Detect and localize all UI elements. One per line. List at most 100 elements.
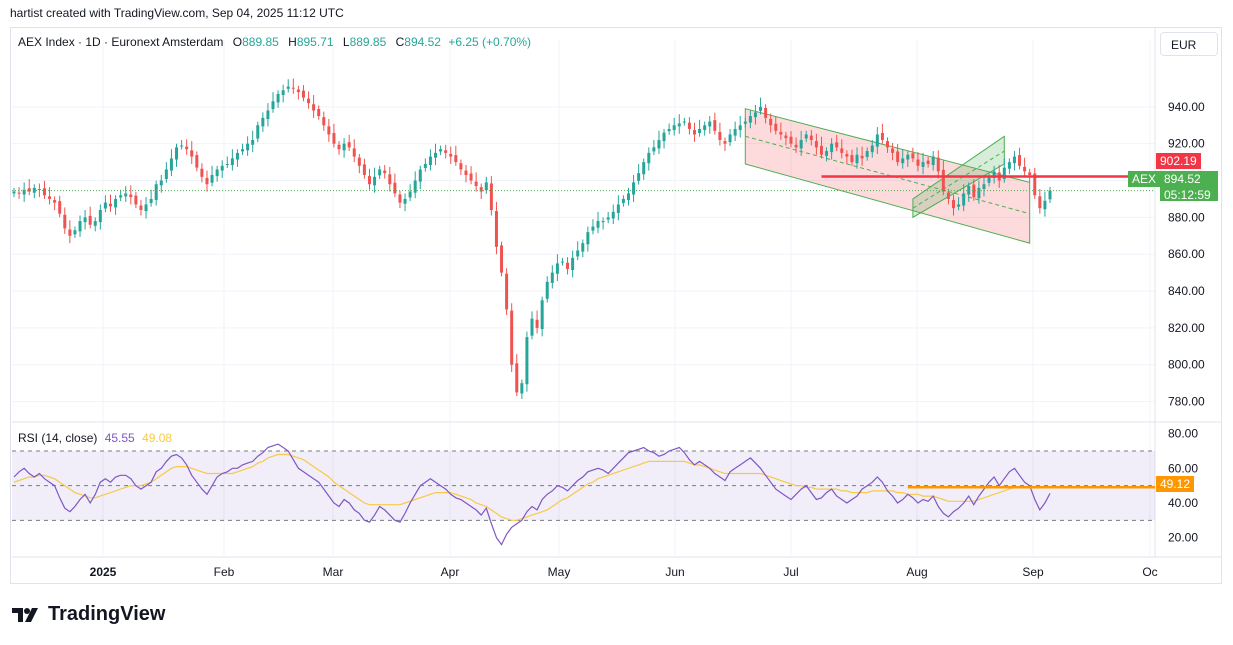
candle-body (68, 229, 72, 236)
countdown-value: 05:12:59 (1164, 188, 1211, 202)
candle-body (139, 205, 143, 210)
candle-body (367, 176, 371, 185)
candle-body (210, 175, 214, 183)
candle-body (398, 194, 402, 203)
candle-body (48, 196, 52, 199)
candle-body (301, 90, 305, 98)
candle-body (423, 163, 427, 168)
candle-body (550, 272, 554, 283)
candle-body (352, 148, 356, 157)
candle-body (103, 202, 107, 209)
candle-body (322, 117, 326, 126)
price-tick-label: 820.00 (1168, 321, 1205, 335)
candle-body (926, 160, 930, 164)
candle-body (611, 211, 615, 219)
candle-body (230, 158, 234, 166)
candle-body (347, 142, 351, 148)
candle-body (93, 221, 97, 226)
price-tick-label: 940.00 (1168, 100, 1205, 114)
candle-body (291, 87, 295, 89)
candle-body (723, 141, 727, 144)
candle-body (296, 89, 300, 93)
candle-body (1012, 156, 1016, 164)
candle-body (1018, 155, 1022, 166)
candle-body (677, 123, 681, 127)
candle-body (596, 221, 600, 228)
candle-body (515, 363, 519, 393)
candle-body (124, 193, 128, 197)
candle-body (936, 157, 940, 172)
candle-body (911, 153, 915, 159)
candle-body (530, 318, 534, 336)
price-tick-label: 880.00 (1168, 210, 1205, 224)
candle-body (129, 194, 133, 198)
open-value: 889.85 (242, 35, 279, 49)
last-price-value: 894.52 (1164, 172, 1201, 186)
candle-body (601, 221, 605, 223)
candle-body (362, 164, 366, 175)
low-value: 889.85 (349, 35, 387, 49)
candle-body (469, 173, 473, 181)
candle-body (388, 174, 392, 185)
candle-body (799, 140, 803, 149)
candle-body (307, 98, 311, 104)
candle-body (276, 93, 280, 103)
candle-body (474, 181, 478, 187)
rsi-tick-label: 40.00 (1168, 496, 1198, 510)
candle-body (977, 187, 981, 199)
candle-body (880, 133, 884, 140)
candle-body (63, 214, 67, 229)
time-tick-label: Jul (783, 565, 798, 579)
tradingview-logo[interactable]: TradingView (10, 603, 165, 626)
candle-body (149, 198, 153, 203)
time-tick-label: Apr (441, 565, 460, 579)
candle-body (444, 150, 448, 153)
rsi-ma-value: 49.08 (142, 431, 173, 445)
candle-body (713, 120, 717, 131)
candle-body (916, 159, 920, 166)
candle-body (220, 165, 224, 171)
candle-body (566, 262, 570, 269)
candle-body (164, 169, 168, 180)
candle-body (540, 300, 544, 329)
candle-body (865, 151, 869, 157)
candle-body (845, 154, 849, 157)
rsi-title[interactable]: RSI (14, close) (18, 431, 98, 445)
candle-body (728, 134, 732, 143)
symbol-title[interactable]: AEX Index · 1D · Euronext Amsterdam (18, 35, 224, 49)
candle-body (637, 173, 641, 181)
candle-body (464, 170, 468, 175)
time-tick-label: Jun (665, 565, 684, 579)
symbol-tag: AEX (1128, 171, 1161, 187)
rsi-value: 45.55 (104, 431, 135, 445)
currency-button[interactable]: EUR (1160, 32, 1218, 56)
candle-body (957, 204, 961, 207)
candle-body (357, 157, 361, 166)
candle-body (332, 133, 336, 144)
candle-body (825, 151, 829, 156)
candle-body (169, 158, 173, 171)
candle-body (586, 232, 590, 245)
candle-body (794, 144, 798, 148)
candle-body (682, 121, 686, 123)
candle-body (972, 184, 976, 198)
candle-body (789, 136, 793, 144)
candle-body (449, 154, 453, 157)
candle-body (632, 182, 636, 195)
candle-body (748, 116, 752, 123)
candle-body (840, 148, 844, 153)
candle-body (693, 130, 697, 135)
candle-body (784, 135, 788, 139)
candle-body (439, 149, 443, 152)
candle-body (235, 152, 239, 160)
rsi-line (13, 443, 1051, 546)
high-label: H (288, 35, 297, 49)
candle-body (393, 182, 397, 194)
candle-body (804, 134, 808, 139)
candle-body (626, 193, 630, 201)
candle-body (383, 170, 387, 174)
close-label: C (395, 35, 405, 49)
candle-body (337, 144, 341, 150)
low-label: L (342, 35, 350, 49)
